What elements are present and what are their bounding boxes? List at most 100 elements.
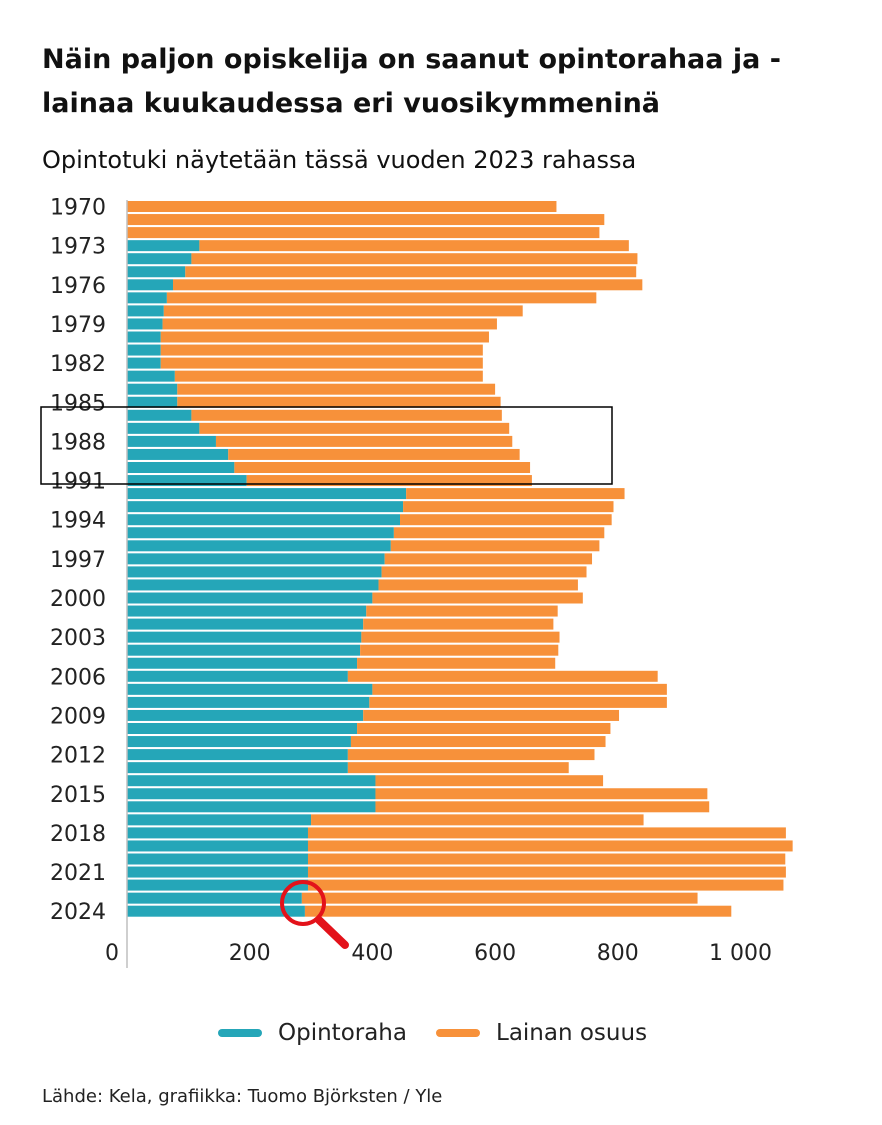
legend-item-lainan-osuus: Lainan osuus bbox=[436, 1013, 647, 1053]
bar-lainan-osuus-1977 bbox=[166, 292, 597, 304]
bar-lainan-osuus-1999 bbox=[378, 579, 578, 591]
bar-lainan-osuus-1986 bbox=[191, 409, 502, 421]
bar-lainan-osuus-1972 bbox=[127, 227, 600, 239]
bar-lainan-osuus-1991 bbox=[246, 475, 532, 487]
bar-opintoraha-2023 bbox=[127, 892, 302, 904]
legend: Opintoraha Lainan osuus bbox=[0, 1013, 882, 1053]
bar-opintoraha-2015 bbox=[127, 788, 376, 800]
bar-lainan-osuus-1990 bbox=[234, 462, 531, 473]
year-label-2009: 2009 bbox=[50, 704, 106, 729]
bar-opintoraha-1987 bbox=[127, 422, 200, 434]
bar-lainan-osuus-2002 bbox=[363, 618, 554, 630]
bar-opintoraha-2004 bbox=[127, 644, 361, 656]
bar-lainan-osuus-2019 bbox=[307, 840, 793, 852]
year-label-1985: 1985 bbox=[50, 391, 106, 416]
bar-lainan-osuus-1979 bbox=[162, 318, 497, 330]
year-label-1991: 1991 bbox=[50, 470, 106, 495]
year-label-1988: 1988 bbox=[50, 430, 106, 455]
bar-opintoraha-2007 bbox=[127, 683, 373, 695]
legend-swatch-lainan-osuus bbox=[436, 1029, 480, 1037]
bar-lainan-osuus-1970 bbox=[127, 201, 557, 212]
bar-opintoraha-1990 bbox=[127, 462, 235, 473]
chart-subtitle: Opintotuki näytetään tässä vuoden 2023 r… bbox=[42, 146, 637, 174]
bar-opintoraha-1983 bbox=[127, 370, 175, 382]
bar-opintoraha-2018 bbox=[127, 827, 308, 839]
year-labels: 1970 1973 1976 1979 1982 1985 1988 1991 1994 1997… bbox=[50, 196, 106, 926]
bar-lainan-osuus-1993 bbox=[403, 501, 614, 513]
year-label-2012: 2012 bbox=[50, 744, 106, 769]
bar-opintoraha-1999 bbox=[127, 579, 379, 591]
bar-lainan-osuus-1994 bbox=[400, 514, 612, 526]
bar-opintoraha-2024 bbox=[127, 905, 305, 917]
bar-lainan-osuus-2008 bbox=[369, 696, 667, 708]
bar-opintoraha-2011 bbox=[127, 736, 351, 748]
bar-opintoraha-1992 bbox=[127, 488, 407, 500]
bar-lainan-osuus-1992 bbox=[406, 488, 625, 500]
bar-opintoraha-2014 bbox=[127, 775, 376, 787]
year-label-2024: 2024 bbox=[50, 900, 106, 925]
year-label-1994: 1994 bbox=[50, 509, 106, 534]
year-label-2006: 2006 bbox=[50, 665, 106, 690]
bar-lainan-osuus-1998 bbox=[381, 566, 587, 578]
bar-opintoraha-1998 bbox=[127, 566, 382, 578]
bar-lainan-osuus-2004 bbox=[360, 644, 559, 656]
bar-opintoraha-2016 bbox=[127, 801, 376, 813]
bar-opintoraha-2021 bbox=[127, 866, 308, 878]
bar-opintoraha-2013 bbox=[127, 762, 348, 774]
bar-opintoraha-2001 bbox=[127, 605, 367, 617]
bar-lainan-osuus-1984 bbox=[177, 383, 496, 395]
bar-opintoraha-2008 bbox=[127, 696, 370, 708]
year-label-1973: 1973 bbox=[50, 235, 106, 260]
bar-opintoraha-1975 bbox=[127, 266, 186, 278]
bar-lainan-osuus-1978 bbox=[163, 305, 523, 317]
bar-opintoraha-2005 bbox=[127, 657, 358, 669]
year-label-2015: 2015 bbox=[50, 783, 106, 808]
bar-opintoraha-1981 bbox=[127, 344, 161, 356]
bar-lainan-osuus-1976 bbox=[173, 279, 643, 291]
year-label-1997: 1997 bbox=[50, 548, 106, 573]
bar-lainan-osuus-2009 bbox=[363, 709, 620, 721]
bar-lainan-osuus-2012 bbox=[347, 749, 595, 761]
bar-lainan-osuus-2021 bbox=[307, 866, 786, 878]
bar-lainan-osuus-1989 bbox=[228, 448, 520, 460]
magnifier-icon bbox=[280, 880, 349, 949]
bar-opintoraha-1984 bbox=[127, 383, 178, 395]
bar-opintoraha-2003 bbox=[127, 631, 362, 643]
bar-opintoraha-2002 bbox=[127, 618, 364, 630]
x-axis-labels: 0 200 400 600 800 1 000 bbox=[105, 941, 772, 966]
bar-lainan-osuus-2016 bbox=[375, 801, 710, 813]
bar-lainan-osuus-2018 bbox=[307, 827, 786, 839]
bar-opintoraha-1973 bbox=[127, 240, 200, 252]
bar-opintoraha-2010 bbox=[127, 723, 358, 734]
bar-lainan-osuus-1987 bbox=[199, 422, 510, 434]
source-note: Lähde: Kela, grafiikka: Tuomo Björksten … bbox=[42, 1086, 443, 1107]
bar-opintoraha-1995 bbox=[127, 527, 394, 539]
legend-label-lainan-osuus: Lainan osuus bbox=[496, 1020, 648, 1046]
bar-lainan-osuus-1981 bbox=[160, 344, 483, 356]
bar-opintoraha-2012 bbox=[127, 749, 348, 761]
bar-opintoraha-2019 bbox=[127, 840, 308, 852]
bar-lainan-osuus-2011 bbox=[350, 736, 606, 748]
bar-opintoraha-2006 bbox=[127, 670, 348, 682]
bar-lainan-osuus-1973 bbox=[199, 240, 629, 252]
bar-lainan-osuus-2006 bbox=[347, 670, 658, 682]
bar-opintoraha-1986 bbox=[127, 409, 192, 421]
chart-title: Näin paljon opiskelija on saanut opintor… bbox=[42, 44, 781, 119]
bar-opintoraha-1982 bbox=[127, 357, 161, 369]
bar-opintoraha-1988 bbox=[127, 435, 216, 447]
bar-lainan-osuus-2013 bbox=[347, 762, 569, 774]
bar-opintoraha-1979 bbox=[127, 318, 163, 330]
year-label-2000: 2000 bbox=[50, 587, 106, 612]
bar-lainan-osuus-2015 bbox=[375, 788, 708, 800]
x-tick-label-200: 200 bbox=[229, 941, 271, 966]
bar-opintoraha-1974 bbox=[127, 253, 192, 265]
x-tick-label-800: 800 bbox=[597, 941, 639, 966]
bar-lainan-osuus-1995 bbox=[393, 527, 605, 539]
bar-opintoraha-2020 bbox=[127, 853, 308, 865]
year-label-2003: 2003 bbox=[50, 626, 106, 651]
legend-swatch-opintoraha bbox=[218, 1029, 262, 1037]
bar-lainan-osuus-2023 bbox=[301, 892, 698, 904]
bar-lainan-osuus-1971 bbox=[127, 214, 605, 226]
bar-opintoraha-1976 bbox=[127, 279, 174, 291]
x-tick-label-600: 600 bbox=[474, 941, 516, 966]
